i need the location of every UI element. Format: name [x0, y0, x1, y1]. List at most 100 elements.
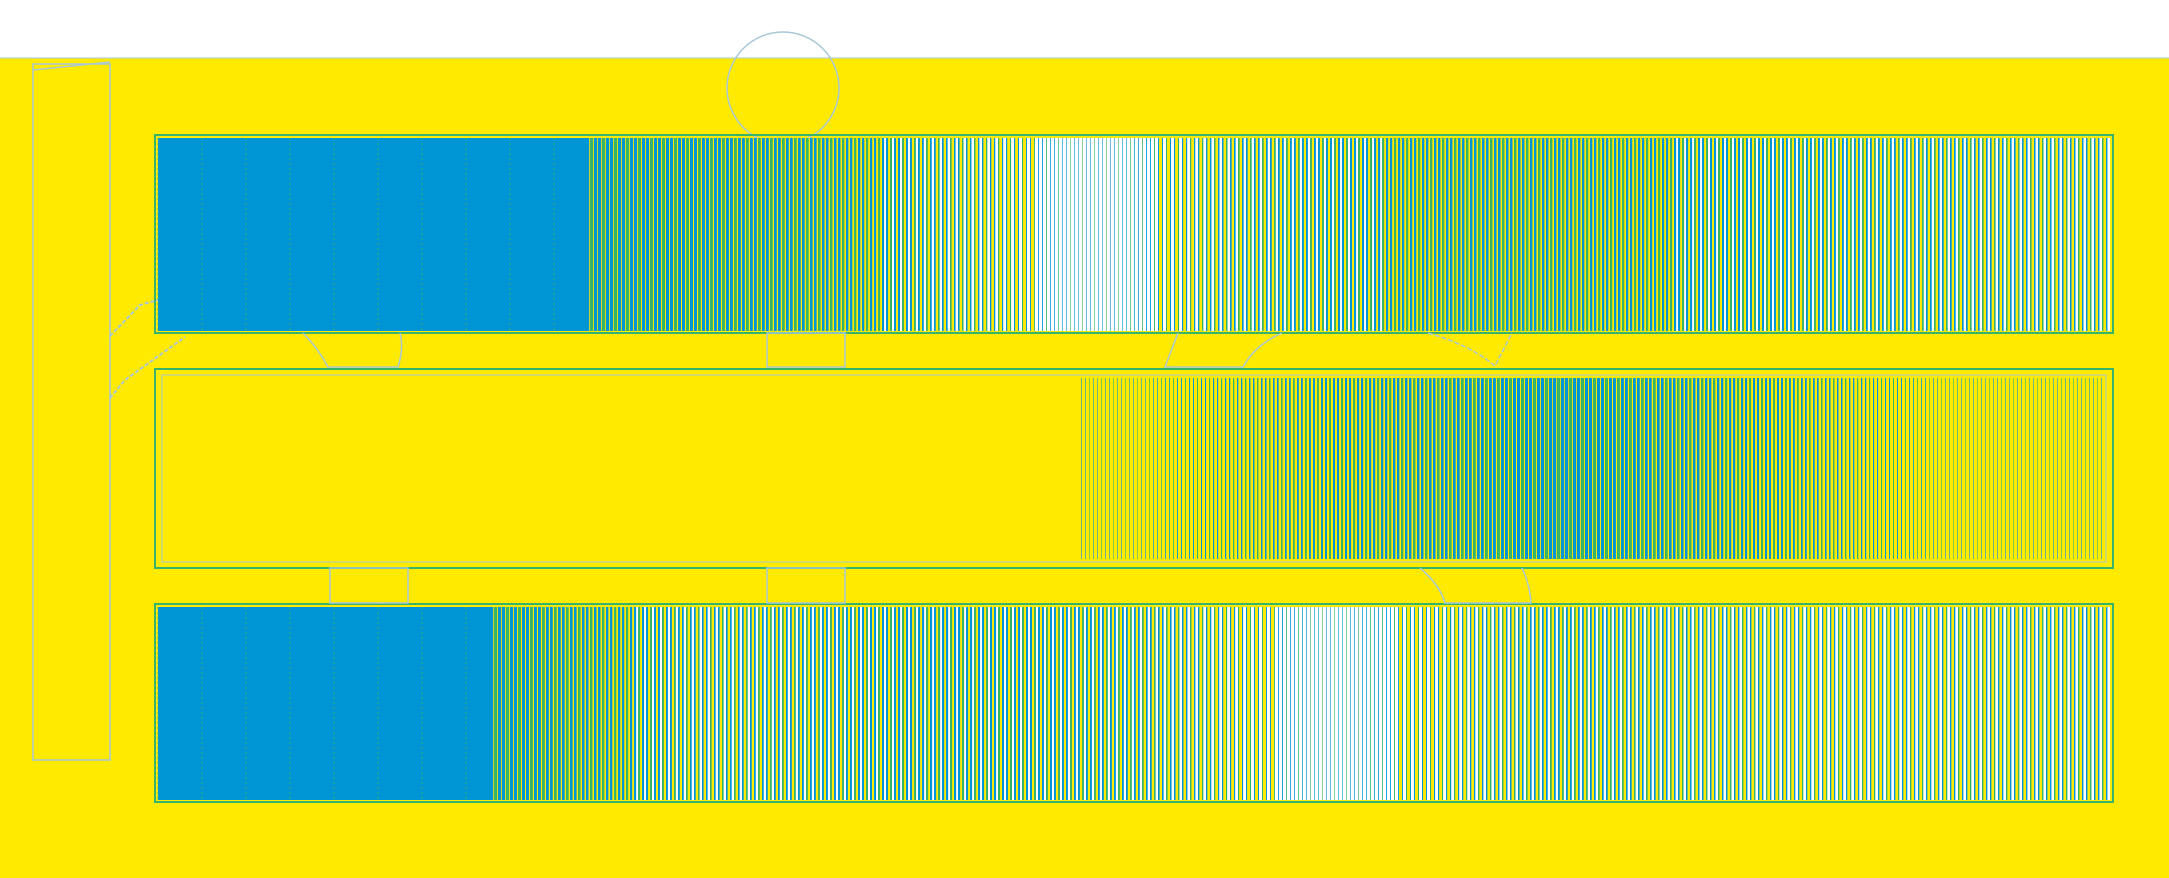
- strip-top-fill-443: [1930, 138, 1934, 331]
- strip-bottom-line-399: [1754, 607, 1756, 800]
- strip-middle-line-466: [2029, 378, 2030, 559]
- strip-bottom-fill-153: [770, 607, 774, 800]
- strip-bottom-solid-71: [442, 607, 446, 800]
- strip-top-line-298: [1350, 138, 1353, 331]
- strip-bottom-fill-231: [1082, 607, 1086, 800]
- strip-middle-line-408: [1797, 378, 1799, 559]
- strip-top-line-258: [1190, 138, 1192, 331]
- strip-bottom-fill-438: [1910, 607, 1914, 800]
- strip-bottom-solid-24: [254, 607, 258, 800]
- strip-bottom-line-145: [738, 607, 740, 800]
- strip-bottom-line-105: [578, 607, 581, 800]
- strip-top-line-309: [1394, 138, 1397, 331]
- strip-middle-line-333: [1497, 378, 1500, 559]
- strip-bottom-solid-75: [458, 607, 462, 800]
- strip-bottom-line-317: [1426, 607, 1428, 800]
- strip-bottom-line-103: [570, 607, 573, 800]
- strip-middle-line-339: [1521, 378, 1525, 559]
- strip-bottom-fill-455: [1978, 607, 1982, 800]
- strip-top-solid-9: [194, 138, 198, 331]
- strip-bottom-line-394: [1734, 607, 1736, 800]
- strip-bottom-fill-487: [2106, 607, 2110, 800]
- strip-top-line-143: [730, 138, 733, 331]
- strip-top-solid-53: [370, 138, 374, 331]
- strip-top-line-332: [1486, 138, 1489, 331]
- strip-bottom-fill-377: [1666, 607, 1670, 800]
- strip-bottom-fill-334: [1494, 607, 1498, 800]
- strip-top-line-220: [1038, 138, 1039, 331]
- strip-top-fill-415: [1818, 138, 1822, 331]
- strip-bottom-fill-275: [1258, 607, 1262, 800]
- strip-middle-line-397: [1753, 378, 1756, 559]
- strip-top-line-446: [1942, 138, 1944, 331]
- strip-top-line-115: [618, 138, 622, 331]
- strip-top-line-352: [1566, 138, 1569, 331]
- strip-top-fill-409: [1794, 138, 1798, 331]
- strip-top-fill-427: [1866, 138, 1870, 331]
- strip-bottom-line-314: [1414, 607, 1415, 800]
- strip-top-fill-432: [1886, 138, 1890, 331]
- strip-bottom-line-106: [582, 607, 585, 800]
- strip-top-fill-438: [1910, 138, 1914, 331]
- strip-bottom-fill-433: [1890, 607, 1894, 800]
- strip-bottom-line-150: [758, 607, 760, 800]
- strip-bottom-solid-30: [278, 607, 282, 800]
- strip-bottom-line-410: [1798, 607, 1800, 800]
- strip-top-fill-211: [1002, 138, 1006, 331]
- strip-top-line-125: [658, 138, 662, 331]
- strip-top-line-252: [1166, 138, 1168, 331]
- strip-bottom-fill-301: [1362, 607, 1366, 800]
- strip-top-fill-234: [1094, 138, 1098, 331]
- strip-top-line-430: [1878, 138, 1880, 331]
- strip-top-line-145: [738, 138, 741, 331]
- strip-top-line-253: [1170, 138, 1172, 331]
- strip-bottom-solid-19: [234, 607, 238, 800]
- strip-bottom-line-327: [1466, 607, 1468, 800]
- strip-bottom-solid-69: [434, 607, 438, 800]
- strip-top-solid-18: [230, 138, 234, 331]
- strip-middle-line-341: [1529, 378, 1533, 559]
- strip-bottom-line-435: [1898, 607, 1900, 800]
- strip-bottom-line-121: [642, 607, 645, 800]
- strip-middle-line-348: [1557, 378, 1561, 559]
- strip-bottom-line-386: [1702, 607, 1704, 800]
- strip-middle-line-437: [1913, 378, 1914, 559]
- strip-middle-line-463: [2017, 378, 2018, 559]
- strip-bottom-line-311: [1402, 607, 1403, 800]
- strip-top-line-249: [1154, 138, 1155, 331]
- strip-bottom-line-405: [1778, 607, 1780, 800]
- strip-middle-line-367: [1633, 378, 1636, 559]
- strip-top-solid-19: [234, 138, 238, 331]
- strip-top-fill-465: [2018, 138, 2022, 331]
- strip-top-line-185: [898, 138, 900, 331]
- strip-top-fill-455: [1978, 138, 1982, 331]
- strip-middle-line-458: [1997, 378, 1998, 559]
- strip-bottom-fill-444: [1934, 607, 1938, 800]
- strip-bottom-line-350: [1558, 607, 1560, 800]
- strip-bottom-fill-340: [1518, 607, 1522, 800]
- strip-top-line-199: [954, 138, 956, 331]
- strip-middle-line-278: [1277, 378, 1279, 559]
- strip-bottom-fill-235: [1098, 607, 1102, 800]
- strip-top-fill-193: [930, 138, 934, 331]
- strip-bottom-line-204: [974, 607, 977, 800]
- strip-bottom-fill-390: [1718, 607, 1722, 800]
- strip-top-line-444: [1934, 138, 1936, 331]
- strip-bottom-solid-49: [354, 607, 358, 800]
- strip-middle-line-314: [1421, 378, 1424, 559]
- strip-top-fill-237: [1106, 138, 1110, 331]
- strip-bottom-line-338: [1510, 607, 1512, 800]
- strip-middle-line-481: [2089, 378, 2090, 559]
- strip-top-line-473: [2050, 138, 2052, 331]
- strip-bottom-line-466: [2022, 607, 2024, 800]
- strip-top-solid-1: [162, 138, 166, 331]
- strip-bottom-fill-457: [1986, 607, 1990, 800]
- strip-top-line-225: [1058, 138, 1059, 331]
- strip-top-solid-49: [354, 138, 358, 331]
- strip-top-solid-83: [490, 138, 494, 331]
- strip-bottom-fill-379: [1674, 607, 1678, 800]
- strip-top-line-300: [1358, 138, 1361, 331]
- strip-bottom-line-376: [1662, 607, 1664, 800]
- strip-middle-line-355: [1585, 378, 1589, 559]
- strip-top-fill-406: [1782, 138, 1786, 331]
